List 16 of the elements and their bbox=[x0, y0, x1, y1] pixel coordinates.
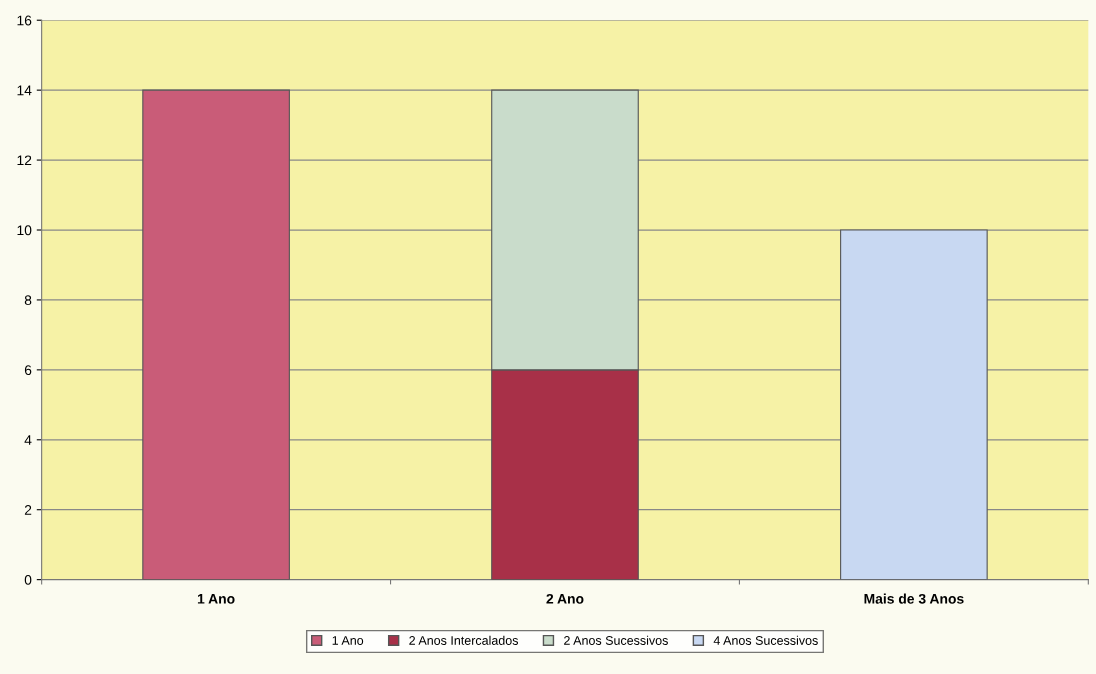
legend-label: 2 Anos Sucessivos bbox=[564, 635, 668, 645]
legend-label: 2 Anos Intercalados bbox=[409, 635, 519, 645]
x-tick-label: 2 Ano bbox=[546, 593, 584, 604]
y-tick-label: 10 bbox=[17, 225, 32, 236]
legend-label: 4 Anos Sucessivos bbox=[713, 635, 818, 645]
y-tick-label: 8 bbox=[24, 295, 32, 306]
y-tick-label: 12 bbox=[17, 155, 32, 166]
y-tick-label: 0 bbox=[24, 574, 32, 585]
y-tick-label: 4 bbox=[24, 435, 32, 445]
x-tick-label: 1 Ano bbox=[197, 594, 235, 604]
x-tick-label: Mais de 3 Anos bbox=[864, 593, 964, 604]
y-tick-label: 16 bbox=[17, 15, 32, 26]
y-tick-label: 14 bbox=[17, 85, 32, 96]
legend-label: 1 Ano bbox=[332, 636, 364, 645]
y-tick-label: 2 bbox=[24, 505, 32, 515]
y-tick-label: 6 bbox=[24, 365, 32, 376]
